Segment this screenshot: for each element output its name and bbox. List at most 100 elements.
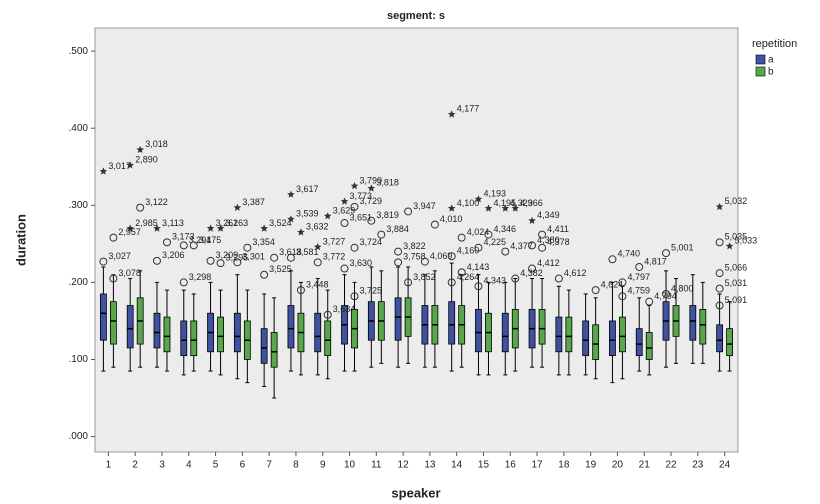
box xyxy=(592,324,600,360)
x-tick-label: 8 xyxy=(293,460,299,471)
outlier-label: 4,195 xyxy=(493,198,516,208)
y-tick-label: .500 xyxy=(69,46,89,57)
x-tick-label: 3 xyxy=(159,460,165,471)
outlier-label: 3,617 xyxy=(296,184,319,194)
box xyxy=(126,305,134,349)
outlier-label: 3,524 xyxy=(269,218,292,228)
box xyxy=(501,312,509,353)
outlier-label: 4,797 xyxy=(627,272,650,282)
x-tick-label: 6 xyxy=(240,460,246,471)
outlier-label: 4,343 xyxy=(483,276,506,286)
outlier-label: 4,759 xyxy=(627,286,650,296)
outlier-marker xyxy=(350,202,359,211)
outlier-label: 4,329 xyxy=(510,198,533,208)
chart-title: segment: s xyxy=(387,10,445,22)
outlier-marker xyxy=(430,220,439,229)
outlier-marker xyxy=(474,243,483,252)
x-tick-label: 17 xyxy=(532,460,544,471)
legend-label: b xyxy=(768,67,774,78)
outlier-label: 3,819 xyxy=(376,210,399,220)
extreme-marker xyxy=(447,110,456,118)
y-tick-label: .000 xyxy=(69,431,89,442)
outlier-marker xyxy=(618,278,627,287)
outlier-marker xyxy=(340,219,349,228)
outlier-label: 4,740 xyxy=(617,249,640,259)
x-tick-label: 5 xyxy=(213,460,219,471)
outlier-marker xyxy=(179,241,188,250)
outlier-marker xyxy=(484,230,493,239)
outlier-marker xyxy=(109,233,118,242)
x-tick-label: 2 xyxy=(132,460,138,471)
outlier-label: 3,301 xyxy=(242,252,265,262)
extreme-marker xyxy=(313,242,322,251)
outlier-label: 2,985 xyxy=(135,218,158,228)
outlier-label: 4,366 xyxy=(520,198,543,208)
box xyxy=(99,293,107,341)
outlier-marker xyxy=(645,297,654,306)
extreme-marker xyxy=(233,203,242,211)
outlier-label: 3,354 xyxy=(252,237,275,247)
extreme-marker xyxy=(153,224,161,232)
extreme-marker xyxy=(216,224,225,232)
box xyxy=(726,328,734,357)
extreme-marker xyxy=(511,204,520,212)
x-tick-label: 22 xyxy=(665,460,677,471)
outlier-marker xyxy=(404,207,413,216)
outlier-marker xyxy=(501,247,510,256)
outlier-marker xyxy=(233,258,242,267)
x-tick-label: 19 xyxy=(585,460,597,471)
extreme-marker xyxy=(287,190,295,198)
outlier-marker xyxy=(206,256,215,265)
extreme-marker xyxy=(126,224,134,232)
outlier-marker xyxy=(377,230,386,239)
box xyxy=(635,328,643,357)
outlier-label: 4,817 xyxy=(644,256,667,266)
outlier-marker xyxy=(99,257,108,266)
box xyxy=(565,316,573,353)
outlier-label: 3,581 xyxy=(296,247,319,257)
outlier-label: 4,800 xyxy=(671,283,694,293)
outlier-marker xyxy=(447,278,456,287)
outlier-marker xyxy=(662,249,671,258)
outlier-marker xyxy=(394,247,403,256)
x-tick-label: 9 xyxy=(320,460,326,471)
outlier-label: 3,727 xyxy=(323,236,346,246)
outlier-marker xyxy=(404,278,413,287)
box xyxy=(538,308,546,345)
legend-swatch xyxy=(755,66,766,77)
outlier-label: 4,010 xyxy=(440,214,463,224)
box xyxy=(555,316,563,353)
x-axis-label: speaker xyxy=(391,485,440,500)
outlier-label: 3,295 xyxy=(226,253,249,263)
x-tick-label: 1 xyxy=(106,460,112,471)
x-tick-label: 4 xyxy=(186,460,192,471)
outlier-label: 4,264 xyxy=(457,272,480,282)
outlier-label: 4,177 xyxy=(457,104,480,114)
box xyxy=(163,316,171,353)
extreme-marker xyxy=(725,242,734,250)
outlier-label: 4,378 xyxy=(547,237,570,247)
outlier-label: 3,122 xyxy=(145,197,168,207)
box xyxy=(689,305,697,341)
outlier-label: 2,957 xyxy=(118,227,141,237)
box xyxy=(217,316,224,353)
outlier-label: 3,947 xyxy=(413,201,436,211)
x-tick-label: 20 xyxy=(612,460,624,471)
box xyxy=(314,312,322,353)
outlier-marker xyxy=(162,238,171,247)
x-tick-label: 24 xyxy=(719,460,731,471)
box xyxy=(180,320,188,357)
outlier-marker xyxy=(618,292,627,301)
outlier-marker xyxy=(554,274,563,283)
outlier-marker xyxy=(474,282,483,291)
outlier-label: 3,651 xyxy=(350,212,373,222)
x-tick-label: 12 xyxy=(398,460,410,471)
outlier-label: 3,772 xyxy=(323,252,346,262)
outlier-label: 5,066 xyxy=(725,263,748,273)
outlier-label: 4,411 xyxy=(547,224,569,234)
box xyxy=(609,320,616,357)
outlier-marker xyxy=(136,203,145,212)
outlier-label: 3,539 xyxy=(296,209,319,219)
box xyxy=(233,312,241,353)
